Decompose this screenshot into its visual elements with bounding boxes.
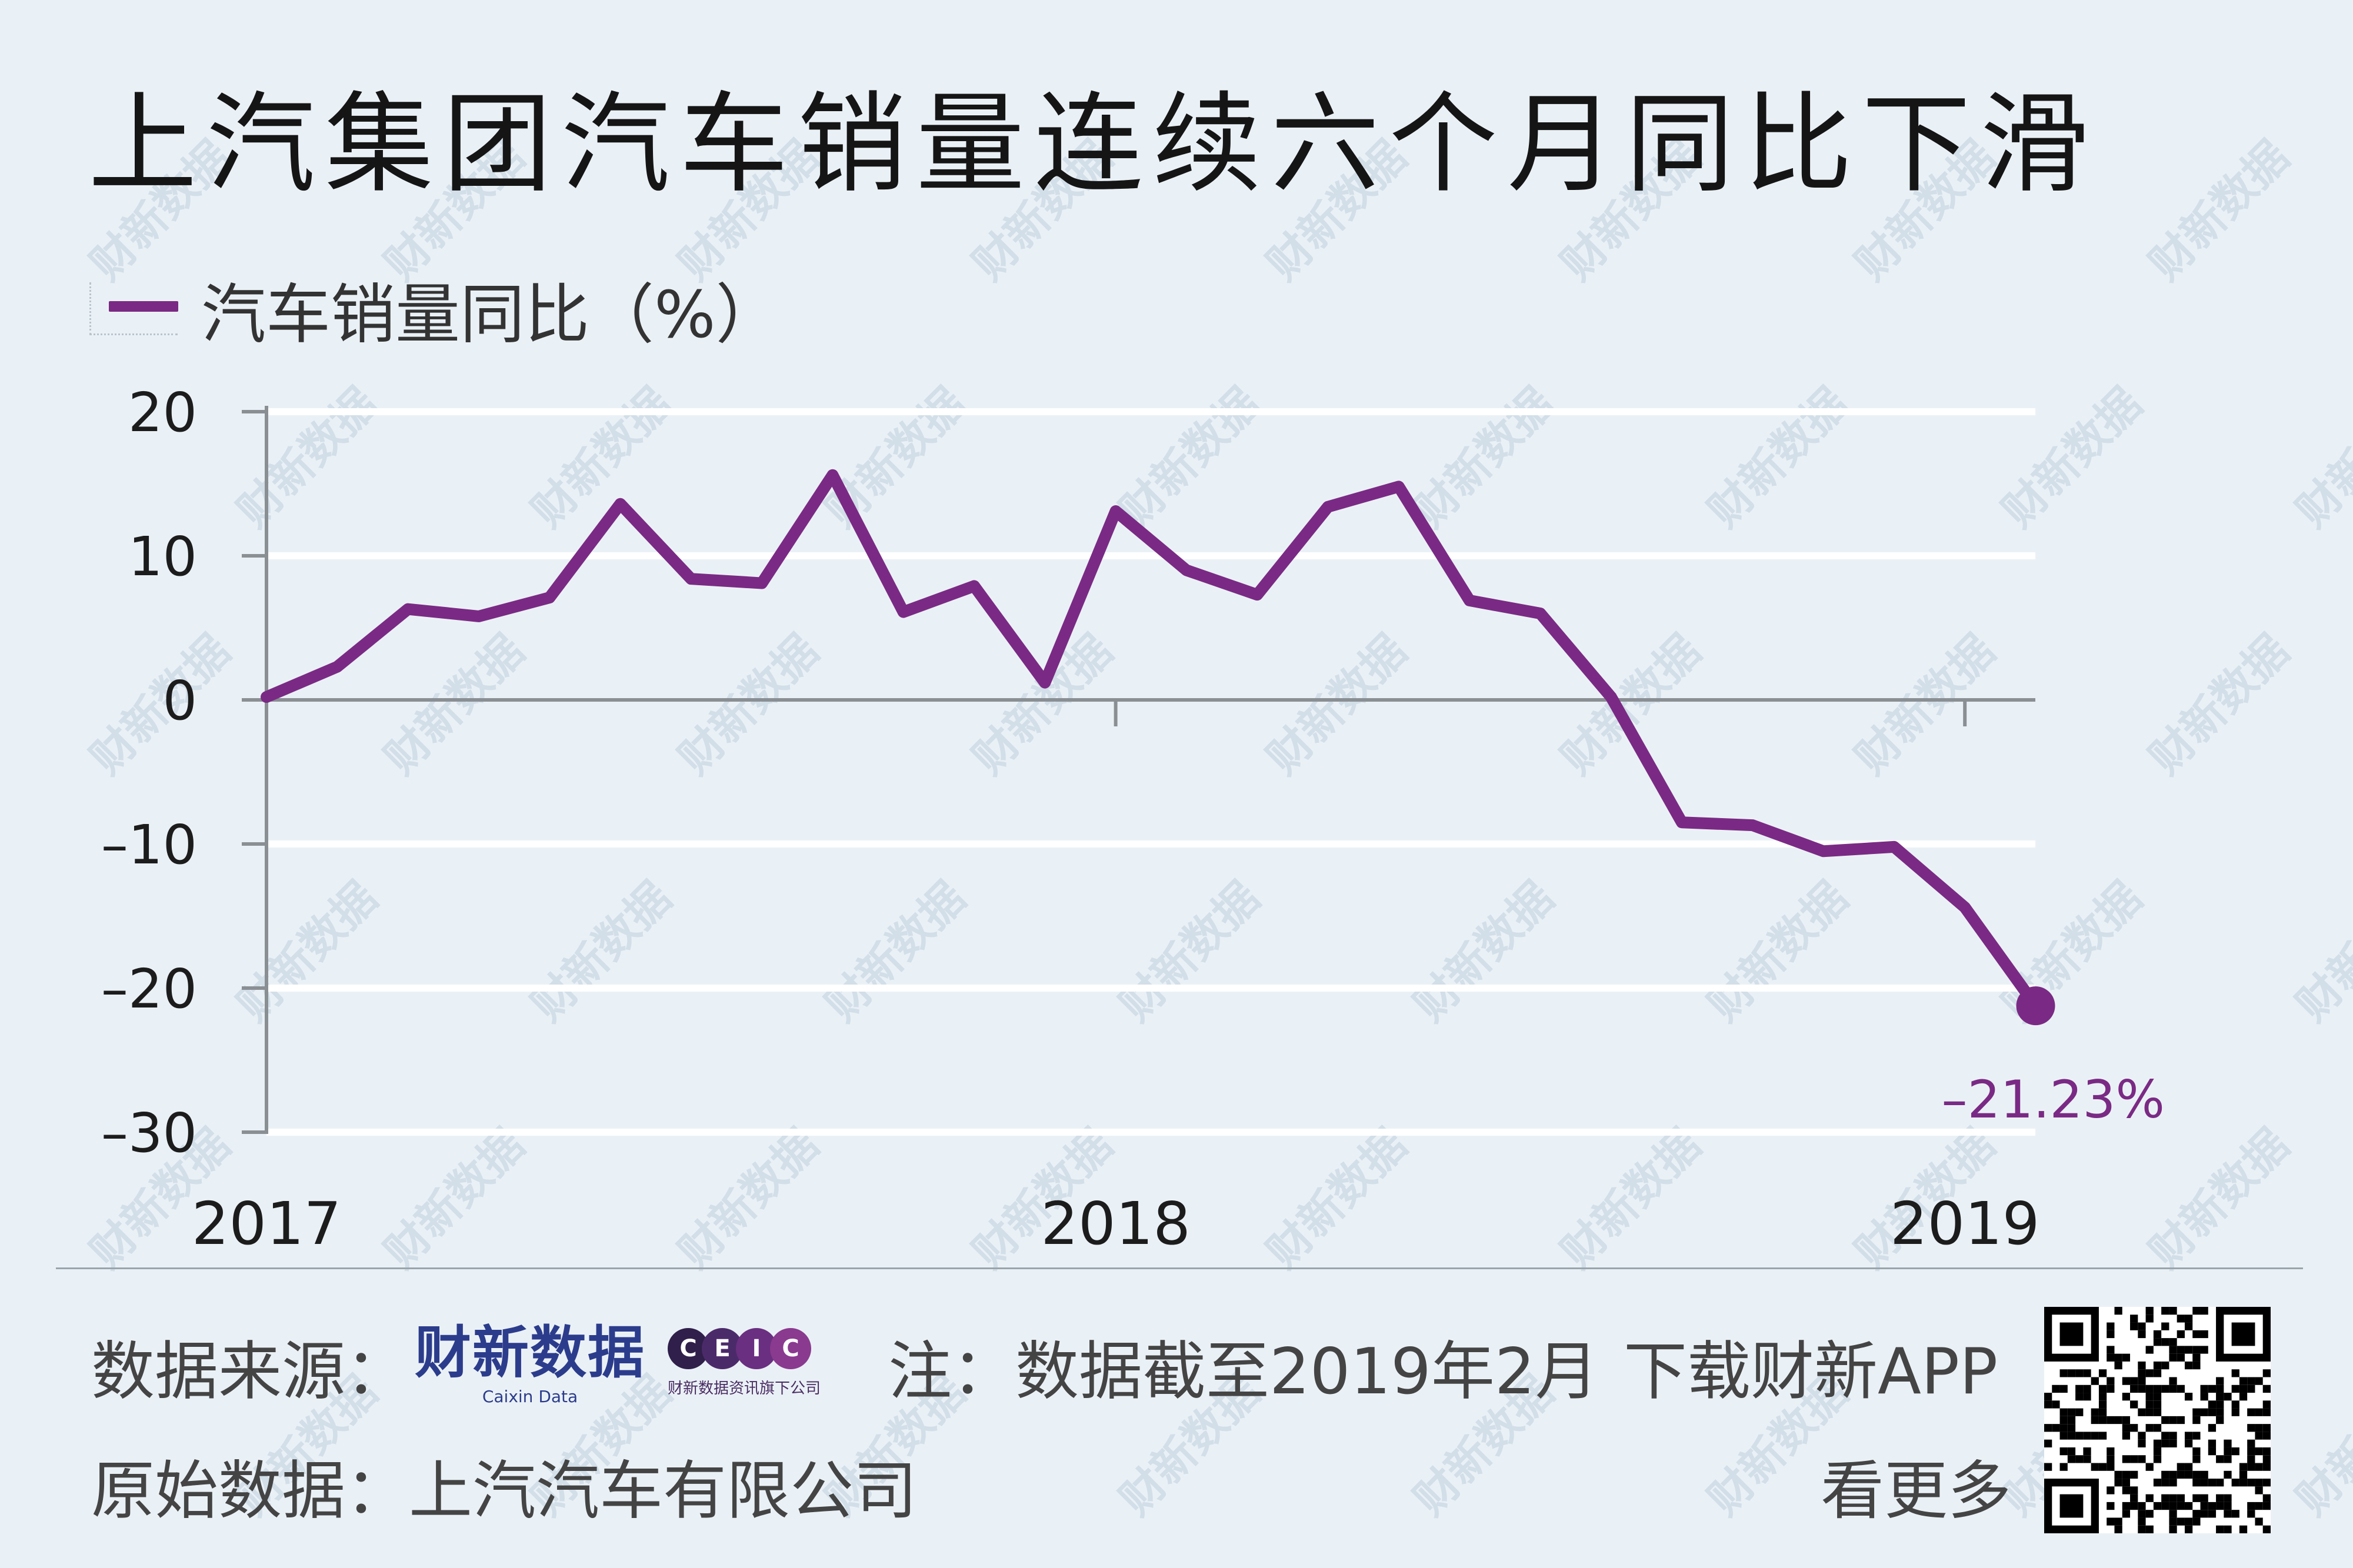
caixin-logo-cn: 财新数据 bbox=[415, 1320, 645, 1386]
end-value-label: –21.23% bbox=[1941, 1069, 2165, 1130]
data-point bbox=[1256, 593, 1259, 596]
series-layer bbox=[261, 469, 2055, 1026]
data-point bbox=[1609, 696, 1612, 699]
data-point bbox=[548, 596, 551, 599]
line-chart: 20 10 0 –10 –20 –30 2017 2018 2019 –21.23% bbox=[101, 381, 2165, 1258]
y-tick-label: 10 bbox=[128, 525, 197, 588]
data-point bbox=[1468, 599, 1471, 602]
data-point bbox=[1892, 845, 1895, 848]
caixin-logo-en: Caixin Data bbox=[482, 1387, 578, 1406]
ceic-letter: C bbox=[770, 1328, 811, 1369]
data-point bbox=[761, 582, 764, 585]
x-tick-label: 2019 bbox=[1890, 1189, 2040, 1258]
data-point bbox=[1044, 681, 1046, 684]
x-tick-label: 2018 bbox=[1041, 1189, 1191, 1258]
qr-code-icon[interactable] bbox=[2044, 1307, 2271, 1533]
caixin-data-logo: 财新数据 Caixin Data bbox=[415, 1323, 645, 1406]
data-point bbox=[1964, 906, 1967, 909]
chart-title: 上汽集团汽车销量连续六个月同比下滑 bbox=[88, 81, 2098, 208]
data-point bbox=[265, 696, 268, 699]
ceic-subtitle: 财新数据资讯旗下公司 bbox=[668, 1380, 821, 1397]
ceic-logo-dots: C E I C bbox=[668, 1328, 821, 1369]
data-point bbox=[1397, 485, 1400, 488]
data-point bbox=[1327, 505, 1329, 508]
legend: 汽车销量同比（%） bbox=[89, 262, 781, 356]
data-point bbox=[1114, 510, 1117, 513]
legend-box bbox=[89, 282, 178, 335]
grid-layer bbox=[266, 408, 2035, 1136]
data-point bbox=[477, 615, 480, 618]
data-point bbox=[831, 473, 834, 476]
ceic-logo: C E I C 财新数据资讯旗下公司 bbox=[668, 1328, 821, 1398]
data-point bbox=[1751, 824, 1754, 827]
data-point bbox=[1539, 612, 1542, 615]
data-point bbox=[336, 665, 339, 668]
y-tick-label: –10 bbox=[101, 813, 197, 876]
end-marker bbox=[2016, 986, 2055, 1026]
y-tick-label: 20 bbox=[128, 381, 197, 444]
legend-label: 汽车销量同比（%） bbox=[201, 277, 781, 352]
data-point bbox=[689, 578, 692, 581]
series-line bbox=[261, 469, 2042, 1012]
y-tick-label: 0 bbox=[162, 669, 197, 732]
footer-divider bbox=[56, 1267, 2303, 1269]
raw-data-source: 原始数据：上汽汽车有限公司 bbox=[91, 1454, 918, 1528]
data-point bbox=[619, 502, 622, 505]
download-app-label[interactable]: 下载财新APP bbox=[1624, 1335, 1998, 1409]
legend-swatch bbox=[109, 301, 178, 312]
y-tick-label: –30 bbox=[101, 1102, 197, 1165]
axis-layer bbox=[242, 406, 2035, 1134]
data-note: 注：数据截至2019年2月 bbox=[888, 1335, 1599, 1409]
watermark-text: 财新数据 bbox=[2287, 1366, 2353, 1526]
data-point bbox=[1185, 569, 1188, 572]
y-tick-labels: 20 10 0 –10 –20 –30 bbox=[101, 381, 197, 1165]
data-point bbox=[1681, 821, 1683, 824]
source-label: 数据来源： bbox=[91, 1335, 409, 1409]
see-more-label[interactable]: 看更多 bbox=[1821, 1454, 2012, 1528]
data-point bbox=[406, 608, 409, 610]
data-point bbox=[1822, 850, 1825, 853]
x-tick-labels: 2017 2018 2019 bbox=[192, 1189, 2040, 1258]
x-tick-label: 2017 bbox=[192, 1189, 342, 1258]
data-point bbox=[973, 585, 975, 588]
y-tick-label: –20 bbox=[101, 958, 197, 1020]
data-point bbox=[902, 610, 905, 613]
